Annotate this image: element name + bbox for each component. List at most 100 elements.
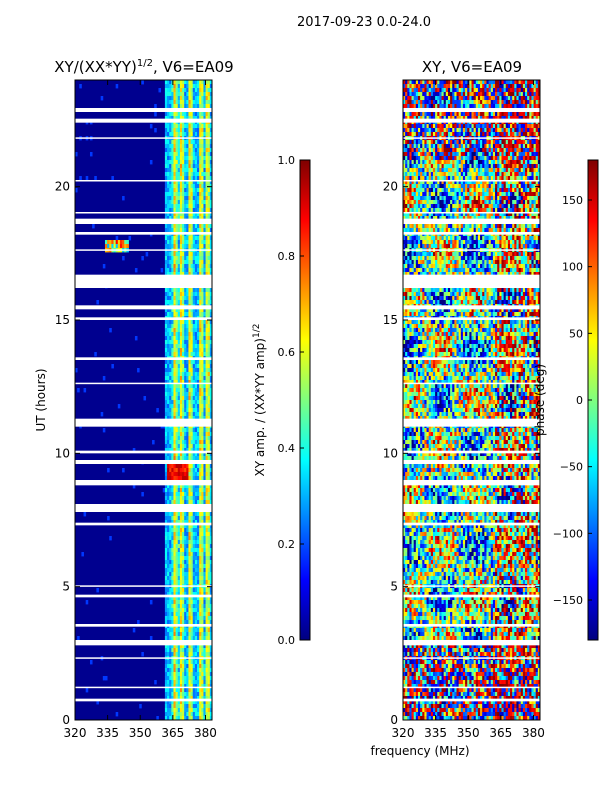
amplitude-cell: [171, 112, 174, 117]
phase-cell: [518, 104, 522, 109]
phase-cell: [456, 132, 460, 137]
amplitude-cell: [197, 144, 200, 149]
amplitude-cell: [188, 432, 191, 437]
amplitude-cell: [192, 612, 196, 617]
amplitude-cell: [199, 544, 202, 549]
amplitude-cell: [171, 336, 174, 341]
amplitude-cell: [184, 132, 187, 137]
amplitude-cell: [209, 92, 212, 97]
phase-cell: [503, 144, 507, 149]
amplitude-cell: [184, 176, 187, 181]
amplitude-cell: [173, 192, 177, 197]
phase-cell: [535, 152, 539, 157]
amplitude-cell: [188, 716, 191, 720]
amplitude-cell: [167, 444, 170, 449]
amplitude-cell: [201, 572, 204, 577]
amplitude-cell: [209, 128, 212, 133]
phase-cell: [407, 112, 410, 117]
flagged-gap: [75, 180, 212, 182]
amplitude-cell: [164, 632, 168, 637]
amplitude-cell: [164, 488, 168, 493]
phase-cell: [492, 124, 496, 129]
amplitude-cell: [188, 516, 191, 521]
amplitude-cell: [184, 272, 187, 277]
phase-cell: [443, 88, 447, 93]
amplitude-cell: [149, 600, 153, 605]
amplitude-cell: [199, 344, 202, 349]
phase-cell: [443, 112, 447, 117]
flagged-gap: [75, 657, 212, 659]
amplitude-cell: [205, 468, 209, 473]
phase-cell: [439, 124, 442, 129]
amplitude-cell: [205, 400, 209, 405]
amplitude-cell: [209, 296, 212, 301]
amplitude-cell: [190, 612, 194, 617]
amplitude-cell: [188, 376, 191, 381]
amplitude-cell: [182, 200, 185, 205]
amplitude-cell: [169, 556, 172, 561]
amplitude-cell: [203, 588, 206, 593]
amplitude-cell: [205, 152, 209, 157]
amplitude-cell: [201, 708, 204, 713]
phase-cell: [477, 140, 481, 145]
phase-cell: [456, 104, 460, 109]
amplitude-cell: [186, 152, 189, 157]
amplitude-cell: [164, 308, 168, 313]
amplitude-cell: [205, 528, 209, 533]
amplitude-cell: [209, 196, 212, 201]
amplitude-cell: [188, 328, 191, 333]
amplitude-cell: [205, 124, 209, 129]
amplitude-cell: [192, 360, 196, 365]
amplitude-cell: [164, 236, 168, 241]
amplitude-cell: [188, 228, 191, 233]
amplitude-cell: [182, 100, 185, 105]
amplitude-cell: [199, 368, 202, 373]
amplitude-cell: [199, 684, 202, 689]
colorbar-tick-label: 0.4: [278, 442, 296, 455]
amplitude-cell: [167, 620, 170, 625]
amplitude-cell: [201, 444, 204, 449]
amplitude-cell: [177, 260, 181, 265]
amplitude-cell: [209, 496, 212, 501]
amplitude-cell: [209, 684, 212, 689]
phase-cell: [439, 116, 442, 121]
amplitude-cell: [186, 496, 189, 501]
amplitude-cell: [192, 244, 196, 249]
amplitude-cell: [197, 176, 200, 181]
phase-cell: [484, 104, 487, 109]
amplitude-cell: [201, 696, 204, 701]
phase-cell: [529, 100, 532, 105]
amplitude-cell: [173, 116, 177, 121]
amplitude-cell: [179, 704, 183, 709]
amplitude-cell: [186, 132, 189, 137]
amplitude-cell: [197, 568, 200, 573]
amplitude-cell: [179, 400, 183, 405]
amplitude-cell: [188, 608, 191, 613]
amplitude-cell: [171, 96, 174, 101]
amplitude-cell: [179, 692, 183, 697]
amplitude-cell: [113, 240, 117, 245]
amplitude-cell: [171, 288, 174, 293]
amplitude-cell: [169, 632, 172, 637]
amplitude-cell: [205, 368, 209, 373]
amplitude-cell: [177, 188, 181, 193]
amplitude-cell: [207, 124, 211, 129]
amplitude-cell: [184, 88, 187, 93]
phase-cell: [467, 100, 470, 105]
phase-cell: [405, 92, 408, 97]
phase-cell: [435, 148, 438, 153]
phase-cell: [497, 128, 500, 133]
amplitude-cell: [190, 708, 194, 713]
amplitude-cell: [169, 268, 172, 273]
amplitude-cell: [207, 344, 211, 349]
amplitude-cell: [164, 612, 168, 617]
amplitude-cell: [154, 104, 157, 109]
amplitude-cell: [169, 544, 172, 549]
phase-cell: [507, 92, 511, 97]
amplitude-cell: [197, 336, 200, 341]
amplitude-cell: [167, 256, 170, 261]
amplitude-cell: [203, 680, 206, 685]
amplitude-cell: [207, 612, 211, 617]
amplitude-cell: [167, 336, 170, 341]
amplitude-cell: [179, 600, 183, 605]
